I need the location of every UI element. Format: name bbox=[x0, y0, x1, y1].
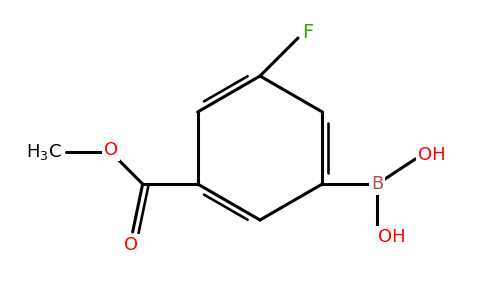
Text: $\mathregular{H_3C}$: $\mathregular{H_3C}$ bbox=[26, 142, 61, 162]
Text: H: H bbox=[48, 143, 61, 161]
Text: O: O bbox=[123, 236, 138, 254]
Text: H: H bbox=[48, 143, 61, 161]
Text: F: F bbox=[302, 23, 314, 43]
Text: O: O bbox=[104, 141, 118, 159]
Text: B: B bbox=[371, 175, 383, 193]
Text: OH: OH bbox=[418, 146, 445, 164]
Text: OH: OH bbox=[378, 228, 405, 246]
